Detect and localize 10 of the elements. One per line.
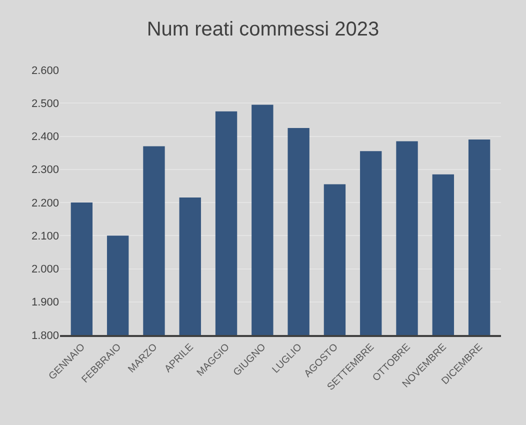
y-tick-label: 2.000 xyxy=(31,264,59,276)
y-tick-label: 1.800 xyxy=(31,330,59,342)
y-tick-label: 2.500 xyxy=(31,98,59,110)
y-tick-label: 1.900 xyxy=(31,296,59,309)
y-tick-label: 2.200 xyxy=(31,197,59,210)
y-tick-label: 2.300 xyxy=(31,164,59,176)
chart-title: Num reati commessi 2023 xyxy=(146,18,380,40)
y-tick-label: 2.600 xyxy=(31,64,59,77)
y-tick-label: 2.400 xyxy=(31,131,59,144)
y-tick-label: 2.100 xyxy=(31,230,59,242)
